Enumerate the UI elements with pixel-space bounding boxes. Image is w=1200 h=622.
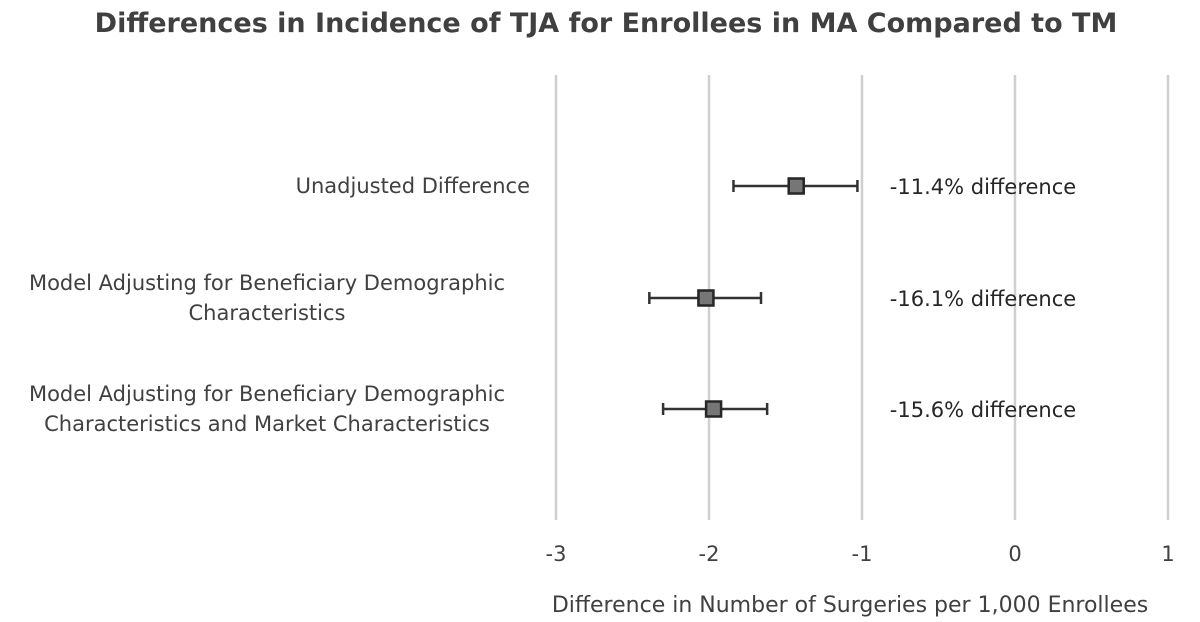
point-estimate-marker [704,400,723,418]
difference-annotation: -11.4% difference [890,175,1076,199]
point-estimates [697,177,805,418]
x-tick-label: -1 [852,542,873,566]
category-labels: Unadjusted Difference Model Adjusting for… [29,174,530,436]
category-label: Characteristics [188,301,345,325]
category-label: Unadjusted Difference [296,174,530,198]
x-tick-labels: -3 -2 -1 0 1 [546,542,1175,566]
data-labels: -11.4% difference -16.1% difference -15.6%… [890,175,1076,422]
point-estimate-marker [697,289,715,307]
difference-annotation: -15.6% difference [890,398,1076,422]
category-label: Characteristics and Market Characteristi… [44,412,490,436]
difference-annotation: -16.1% difference [890,287,1076,311]
chart-title: Differences in Incidence of TJA for Enro… [95,8,1118,39]
category-label: Model Adjusting for Beneficiary Demograp… [29,271,505,295]
x-axis-label: Difference in Number of Surgeries per 1,… [552,593,1148,618]
x-tick-label: 1 [1161,542,1174,566]
category-label: Model Adjusting for Beneficiary Demograp… [29,382,505,406]
error-bars [648,180,859,415]
x-tick-label: 0 [1008,542,1021,566]
gridlines [554,75,1170,520]
x-tick-label: -3 [546,542,567,566]
x-tick-label: -2 [699,542,720,566]
point-estimate-marker [787,177,805,195]
